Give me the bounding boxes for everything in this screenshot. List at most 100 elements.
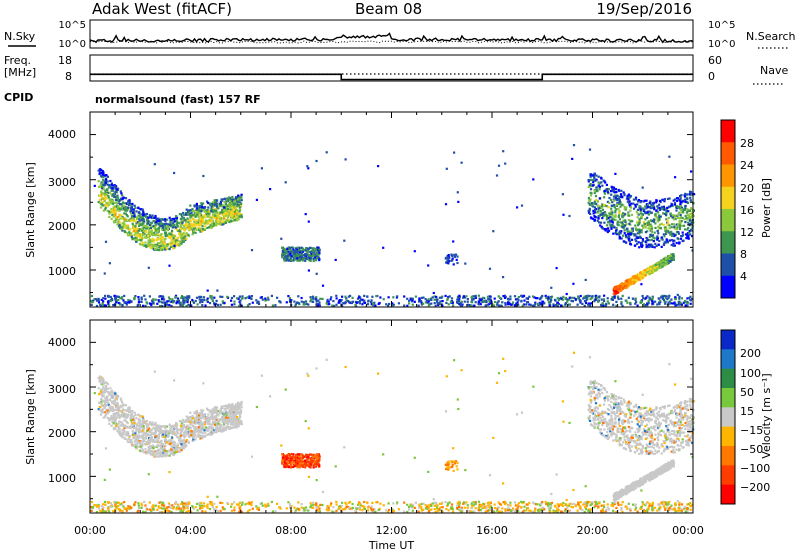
power-cell xyxy=(656,268,658,270)
power-cell xyxy=(158,296,160,298)
power-cell xyxy=(120,203,122,205)
noise-right-tick-top: 10^5 xyxy=(708,20,735,31)
power-cell xyxy=(302,259,304,261)
power-cell xyxy=(133,298,135,300)
power-cell xyxy=(140,239,142,241)
power-cell xyxy=(144,298,146,300)
power-cell xyxy=(160,218,162,220)
power-cell xyxy=(142,234,144,236)
freq-tick-bottom: 8 xyxy=(65,70,72,83)
power-cell xyxy=(179,244,181,246)
power-cell xyxy=(120,192,122,194)
power-cell xyxy=(475,301,477,303)
power-cell xyxy=(545,295,547,297)
power-cell xyxy=(142,223,144,225)
power-cell xyxy=(378,303,380,305)
power-cell xyxy=(173,245,175,247)
power-cell xyxy=(634,233,636,235)
power-cell xyxy=(685,215,687,217)
power-cell xyxy=(297,247,299,249)
power-cell xyxy=(425,298,427,300)
power-cell xyxy=(216,205,218,207)
power-cell xyxy=(666,298,668,300)
power-cell xyxy=(201,206,203,208)
power-cell xyxy=(594,173,596,175)
power-cell xyxy=(289,297,291,299)
power-cell xyxy=(671,204,673,206)
power-cell xyxy=(138,211,140,213)
power-cell xyxy=(661,208,663,210)
power-cell xyxy=(230,220,232,222)
power-cell xyxy=(222,223,224,225)
power-cell xyxy=(202,175,204,177)
velocity-cell xyxy=(207,409,209,411)
power-cell xyxy=(269,188,271,190)
power-cell xyxy=(135,220,137,222)
power-cell xyxy=(318,302,320,304)
power-cell xyxy=(113,221,115,223)
power-cell xyxy=(638,199,640,201)
power-cell xyxy=(644,274,646,276)
power-cell xyxy=(644,200,646,202)
power-cell xyxy=(316,273,318,275)
power-cell xyxy=(125,213,127,215)
power-cell xyxy=(105,182,107,184)
power-cell xyxy=(656,209,658,211)
power-cell xyxy=(129,228,131,230)
power-cell xyxy=(509,296,511,298)
power-cell xyxy=(160,225,162,227)
power-cell xyxy=(592,184,594,186)
power-cell xyxy=(616,199,618,201)
power-cell xyxy=(676,228,678,230)
power-cell xyxy=(624,283,626,285)
power-cell xyxy=(166,235,168,237)
power-cell xyxy=(130,232,132,234)
power-cell xyxy=(554,300,556,302)
power-cell xyxy=(601,185,603,187)
power-cell xyxy=(157,230,159,232)
power-cell xyxy=(646,206,648,208)
power-cell xyxy=(192,214,194,216)
power-cell xyxy=(663,224,665,226)
power-cell xyxy=(602,302,604,304)
power-cell xyxy=(679,220,681,222)
power-cell xyxy=(654,301,656,303)
power-cell xyxy=(239,300,241,302)
noise-right-tick-bottom: 10^0 xyxy=(708,39,735,50)
power-cell xyxy=(101,186,103,188)
power-cell xyxy=(645,231,647,233)
power-cell xyxy=(672,257,674,259)
power-cell xyxy=(109,184,111,186)
power-cell xyxy=(604,181,606,183)
power-cell xyxy=(676,197,678,199)
power-cell xyxy=(647,204,649,206)
power-cell xyxy=(217,304,219,306)
power-cell xyxy=(115,210,117,212)
power-cell xyxy=(328,301,330,303)
power-cell xyxy=(532,178,534,180)
power-cell xyxy=(478,295,480,297)
power-cell xyxy=(667,230,669,232)
power-cell xyxy=(616,195,618,197)
power-cell xyxy=(685,233,687,235)
power-cell xyxy=(375,295,377,297)
power-cell xyxy=(283,260,285,262)
power-cell xyxy=(648,213,650,215)
power-cell xyxy=(295,303,297,305)
power-cell xyxy=(678,296,680,298)
power-cell xyxy=(361,303,363,305)
power-cell xyxy=(622,235,624,237)
power-cell xyxy=(262,299,264,301)
power-cell xyxy=(595,187,597,189)
power-cell xyxy=(590,188,592,190)
power-cell xyxy=(653,240,655,242)
power-cell xyxy=(241,298,243,300)
power-cell xyxy=(179,240,181,242)
power-cell xyxy=(588,210,590,212)
power-cell xyxy=(679,203,681,205)
power-cell xyxy=(622,226,624,228)
power-cell xyxy=(202,228,204,230)
power-cell xyxy=(312,301,314,303)
power-cell xyxy=(103,184,105,186)
power-cell xyxy=(111,187,113,189)
